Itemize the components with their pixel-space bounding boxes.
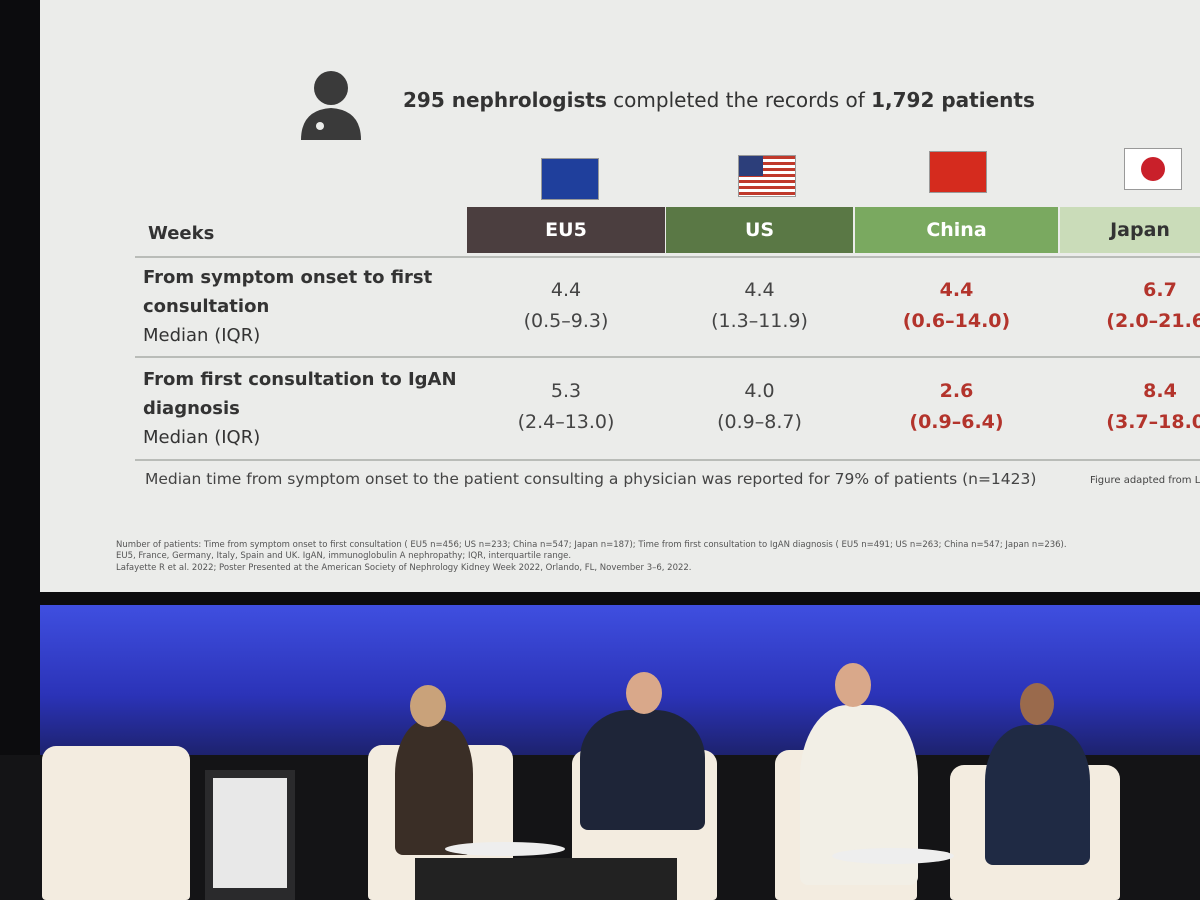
row-label-line: From first consultation to IgAN: [143, 369, 457, 390]
cell-median: 4.4: [550, 279, 582, 301]
panelist-head: [626, 672, 662, 714]
row-sublabel: Median (IQR): [143, 325, 261, 346]
footnote: EU5, France, Germany, Italy, Spain and U…: [116, 551, 572, 561]
panelist: [580, 710, 705, 830]
table: [445, 842, 565, 856]
footnote: Lafayette R et al. 2022; Poster Presente…: [116, 563, 692, 573]
doctor-icon: [301, 71, 361, 140]
panelist: [985, 725, 1090, 865]
cell-iqr: (3.7–18.0): [1106, 411, 1200, 433]
flag-japan: [1124, 148, 1182, 190]
table-header: China: [855, 207, 1058, 253]
row-rule: [135, 459, 1200, 461]
row-label-line: consultation: [143, 296, 270, 317]
chair: [42, 746, 190, 900]
cell-iqr: (0.5–9.3): [523, 310, 609, 332]
cell-median: 5.3: [550, 380, 582, 402]
table-header: Japan: [1060, 207, 1200, 253]
note: Median time from symptom onset to the pa…: [145, 470, 1037, 488]
slide: 295 nephrologists completed the records …: [40, 0, 1200, 592]
panelist-head: [835, 663, 871, 707]
flag-eu: [541, 158, 599, 200]
cell-median: 4.4: [939, 279, 974, 301]
table-cell: 4.4 (1.3–11.9): [666, 275, 853, 337]
table-cell: 2.6 (0.9–6.4): [855, 376, 1058, 438]
panelist: [395, 720, 473, 855]
podium: [205, 770, 295, 900]
row-sublabel: Median (IQR): [143, 427, 261, 448]
headline-bold: 295 nephrologists: [403, 88, 607, 112]
cell-median: 8.4: [1143, 380, 1177, 402]
table-cell: 8.4 (3.7–18.0): [1060, 376, 1200, 438]
cell-iqr: (1.3–11.9): [711, 310, 808, 332]
row-rule: [135, 256, 1200, 258]
headline-bold: 1,792 patients: [871, 88, 1035, 112]
table-cell: 4.4 (0.6–14.0): [855, 275, 1058, 337]
headline-text: completed the records of: [613, 88, 865, 112]
panelist-head: [410, 685, 446, 727]
table-cell: 5.3 (2.4–13.0): [467, 376, 665, 438]
cell-iqr: (0.9–8.7): [717, 411, 802, 433]
table-header: EU5: [467, 207, 665, 253]
headline: 295 nephrologists completed the records …: [403, 88, 1035, 112]
cell-iqr: (0.6–14.0): [902, 310, 1011, 332]
table: [832, 848, 954, 864]
row-rule: [135, 356, 1200, 358]
cell-median: 2.6: [939, 380, 974, 402]
cell-median: 4.0: [744, 380, 775, 402]
row-label-line: diagnosis: [143, 398, 240, 419]
table-cell: 6.7 (2.0–21.6): [1060, 275, 1200, 337]
cell-iqr: (2.0–21.6): [1106, 310, 1200, 332]
table-cell: 4.0 (0.9–8.7): [666, 376, 853, 438]
flag-us: [738, 155, 796, 197]
cell-iqr: (0.9–6.4): [909, 411, 1004, 433]
row-label: From symptom onset to first consultation M…: [143, 263, 432, 350]
table-cell: 4.4 (0.5–9.3): [467, 275, 665, 337]
panelist-head: [1020, 683, 1054, 725]
cell-iqr: (2.4–13.0): [517, 411, 615, 433]
table-header: Weeks: [148, 223, 215, 244]
source: Figure adapted from Lafa: [1090, 475, 1200, 486]
flag-china: [929, 151, 987, 193]
footnote: Number of patients: Time from symptom on…: [116, 540, 1067, 550]
row-label-line: From symptom onset to first: [143, 267, 433, 288]
monitor: [415, 858, 677, 900]
cell-median: 4.4: [744, 279, 775, 301]
table-header: US: [666, 207, 853, 253]
cell-median: 6.7: [1143, 279, 1177, 301]
row-label: From first consultation to IgAN diagnosis…: [143, 365, 457, 452]
